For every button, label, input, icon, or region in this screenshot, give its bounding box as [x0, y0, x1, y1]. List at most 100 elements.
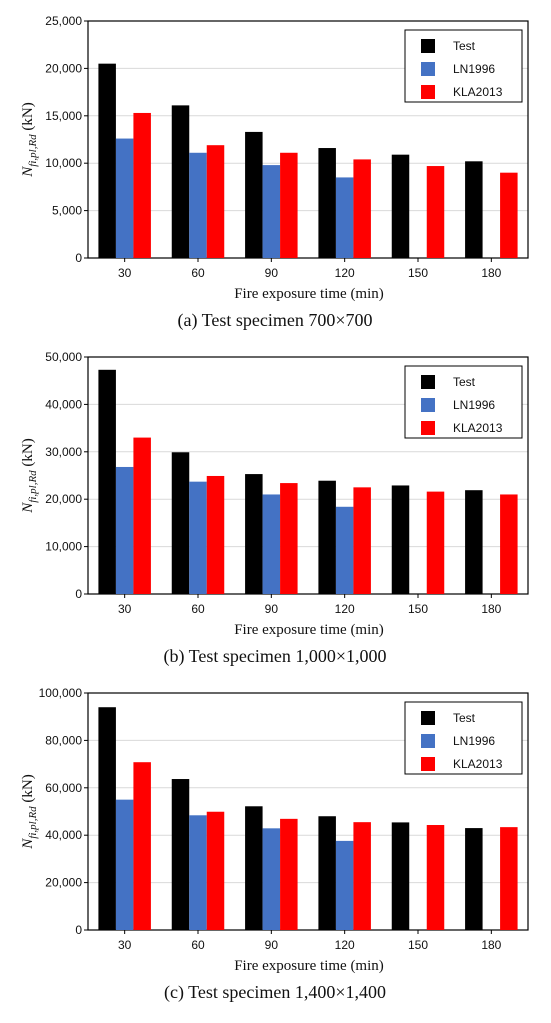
- chart-panel-1: 0 5,000 10,000 15,000 20,000 25,000 30 60 90 120 1…: [20, 14, 529, 331]
- legend-label-kla2013: KLA2013: [453, 85, 503, 99]
- bar-test-30: [98, 63, 116, 258]
- x-tick-label: 60: [191, 266, 205, 280]
- legend-label-test: Test: [453, 711, 476, 725]
- bar-kla2013-120: [353, 487, 371, 594]
- x-tick-label: 90: [265, 266, 279, 280]
- bar-kla2013-150: [426, 491, 445, 594]
- bar-kla2013-90: [280, 818, 298, 930]
- legend-label-ln1996: LN1996: [453, 734, 495, 748]
- bar-ln1996-120: [335, 177, 354, 258]
- y-axis-label-main: N: [20, 838, 36, 850]
- legend-swatch-ln1996: [421, 398, 435, 412]
- y-axis-label-unit: (kN): [20, 438, 36, 470]
- bar-ln1996-90: [262, 494, 281, 594]
- bar-kla2013-180: [500, 827, 518, 930]
- y-tick-label: 50,000: [45, 350, 82, 364]
- x-tick-label: 60: [191, 602, 205, 616]
- x-axis-label: Fire exposure time (min): [234, 622, 384, 638]
- legend-swatch-ln1996: [421, 734, 435, 748]
- y-tick-label: 15,000: [45, 109, 82, 123]
- x-tick-label: 150: [408, 938, 428, 952]
- bar-kla2013-30: [133, 762, 151, 930]
- bar-test-120: [318, 816, 336, 930]
- y-tick-label: 0: [75, 587, 82, 601]
- bar-ln1996-60: [189, 815, 207, 930]
- x-tick-label: 150: [408, 266, 428, 280]
- y-tick-label: 40,000: [45, 397, 82, 411]
- bar-test-90: [245, 806, 263, 930]
- plot-frame: [87, 356, 529, 595]
- panel-caption: (a) Test specimen 700×700: [177, 310, 372, 331]
- legend-label-kla2013: KLA2013: [453, 421, 503, 435]
- bar-ln1996-30: [115, 799, 134, 930]
- x-axis-label: Fire exposure time (min): [234, 958, 384, 974]
- panel-caption: (c) Test specimen 1,400×1,400: [164, 982, 386, 1003]
- x-tick-label: 30: [118, 938, 132, 952]
- bar-kla2013-30: [133, 112, 151, 259]
- legend-label-test: Test: [453, 375, 476, 389]
- y-tick-label: 20,000: [45, 61, 82, 75]
- y-tick-label: 0: [75, 251, 82, 265]
- chart-panel-3: 0 20,000 40,000 60,000 80,000 100,000 30 60 90 12…: [20, 686, 529, 1003]
- y-tick-label: 20,000: [45, 876, 82, 890]
- x-tick-label: 90: [265, 938, 279, 952]
- x-tick-label: 60: [191, 938, 205, 952]
- legend-label-test: Test: [453, 39, 476, 53]
- legend-label-ln1996: LN1996: [453, 62, 495, 76]
- bar-test-90: [245, 131, 263, 258]
- x-tick-label: 30: [118, 602, 132, 616]
- legend-label-kla2013: KLA2013: [453, 757, 503, 771]
- y-tick-label: 100,000: [39, 686, 83, 700]
- panel-caption: (b) Test specimen 1,000×1,000: [163, 646, 386, 667]
- bar-ln1996-60: [189, 152, 207, 258]
- legend-swatch-test: [421, 375, 435, 389]
- x-tick-label: 90: [265, 602, 279, 616]
- bar-test-120: [318, 480, 336, 594]
- bar-test-150: [391, 154, 410, 258]
- legend-label-ln1996: LN1996: [453, 398, 495, 412]
- x-tick-label: 180: [481, 938, 501, 952]
- bar-kla2013-150: [426, 166, 445, 258]
- bar-ln1996-30: [115, 138, 134, 258]
- y-axis-label-main: N: [20, 166, 36, 178]
- y-tick-label: 0: [75, 923, 82, 937]
- y-tick-label: 5,000: [52, 204, 82, 218]
- plot-frame: [87, 692, 529, 931]
- y-axis-label: Nfi,pl,Rd (kN): [20, 102, 39, 177]
- y-axis-label-main: N: [20, 502, 36, 514]
- bar-ln1996-90: [262, 165, 281, 258]
- plot-frame: [87, 20, 529, 259]
- y-axis-label: Nfi,pl,Rd (kN): [20, 774, 39, 849]
- bar-ln1996-30: [115, 466, 134, 594]
- bar-test-30: [98, 707, 116, 930]
- y-axis-label: Nfi,pl,Rd (kN): [20, 438, 39, 513]
- bar-test-150: [391, 485, 410, 594]
- y-axis-label-subscript: fi,pl,Rd: [27, 470, 39, 503]
- bar-ln1996-120: [335, 840, 354, 930]
- x-tick-label: 120: [335, 938, 355, 952]
- y-axis-label-subscript: fi,pl,Rd: [27, 134, 39, 167]
- y-axis-label-unit: (kN): [20, 102, 36, 134]
- x-tick-label: 30: [118, 266, 132, 280]
- y-tick-label: 25,000: [45, 14, 82, 28]
- chart-panel-2: 0 10,000 20,000 30,000 40,000 50,000 30 60 90 120…: [20, 350, 529, 667]
- bar-test-180: [465, 490, 483, 594]
- bar-kla2013-90: [280, 483, 298, 594]
- bar-kla2013-60: [206, 145, 225, 258]
- y-tick-label: 20,000: [45, 492, 82, 506]
- x-tick-label: 120: [335, 266, 355, 280]
- x-tick-label: 150: [408, 602, 428, 616]
- x-tick-label: 180: [481, 266, 501, 280]
- legend-swatch-test: [421, 39, 435, 53]
- bar-test-180: [465, 161, 483, 258]
- legend-swatch-kla2013: [421, 85, 435, 99]
- bar-ln1996-120: [335, 506, 354, 594]
- bar-kla2013-180: [500, 172, 518, 258]
- y-tick-label: 40,000: [45, 828, 82, 842]
- bar-kla2013-120: [353, 822, 371, 930]
- bar-test-60: [171, 105, 190, 258]
- y-tick-label: 60,000: [45, 781, 82, 795]
- bar-kla2013-120: [353, 159, 371, 258]
- bar-ln1996-90: [262, 828, 281, 930]
